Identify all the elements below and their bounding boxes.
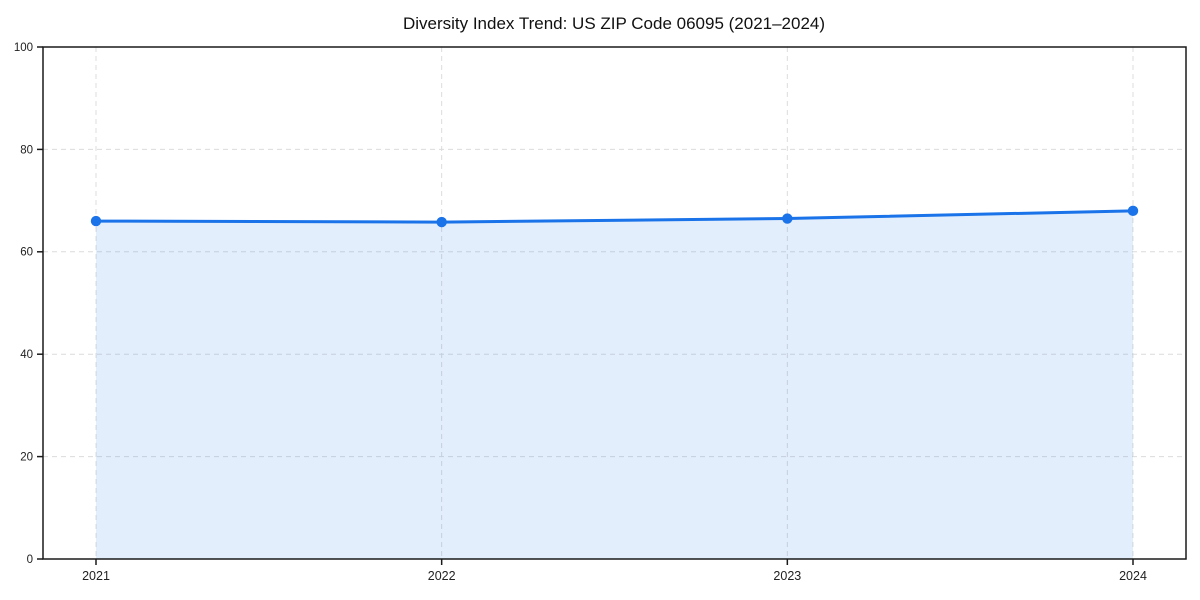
- line-layer: [94, 209, 1135, 224]
- y-tick-label: 20: [20, 452, 33, 464]
- x-tick-label: 2024: [1119, 569, 1147, 583]
- chart-title: Diversity Index Trend: US ZIP Code 06095…: [403, 14, 825, 33]
- y-tick-label: 100: [14, 42, 33, 54]
- x-tick-label: 2023: [773, 569, 801, 583]
- y-tick-label: 80: [20, 144, 33, 156]
- x-tick-label: 2022: [428, 569, 456, 583]
- data-point: [782, 213, 793, 224]
- y-tick-label: 60: [20, 247, 33, 259]
- x-tick-label: 2021: [82, 569, 110, 583]
- series-line: [94, 209, 1135, 224]
- y-tick-label: 0: [27, 554, 33, 566]
- data-point: [436, 216, 447, 228]
- plot-frame: [42, 46, 1187, 560]
- axes-layer: [37, 46, 1187, 565]
- y-tick-label: 40: [20, 349, 33, 361]
- area-layer: [96, 210, 1133, 559]
- markers-layer: [90, 205, 1139, 228]
- series-fill-area: [96, 210, 1133, 559]
- tick-labels-layer: 0 20 40 60 80 100 2021 2022 2023 2024: [14, 42, 1147, 583]
- data-point: [90, 215, 102, 227]
- data-point: [1127, 205, 1139, 217]
